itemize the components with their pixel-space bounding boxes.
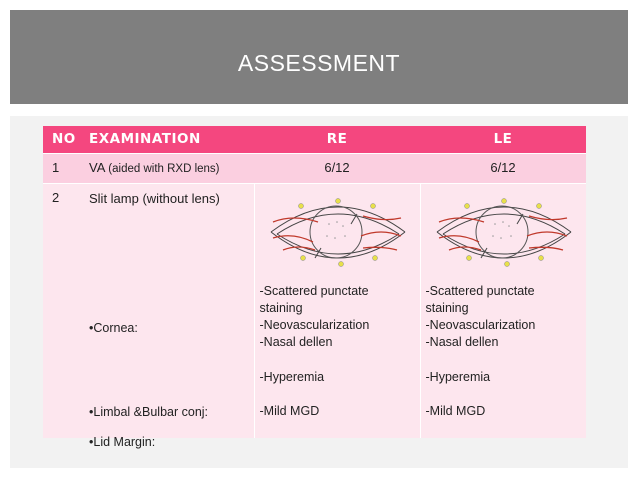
eye-sketch-le-icon bbox=[436, 198, 571, 267]
table-row: 2 Slit lamp (without lens) •Cornea: •Lim… bbox=[43, 183, 586, 449]
le-cornea-findings: -Scattered punctate staining -Neovascula… bbox=[426, 283, 536, 351]
le-cornea-line: -Neovascularization bbox=[425, 318, 536, 332]
row1-le: 6/12 bbox=[420, 153, 586, 184]
row2-exam-main: Slit lamp (without lens) bbox=[89, 191, 220, 206]
row1-exam-main: VA bbox=[89, 160, 105, 175]
assessment-table: NO EXAMINATION RE LE 1 VA (aided with RX… bbox=[43, 126, 586, 449]
header-no: NO bbox=[43, 126, 85, 154]
header-le: LE bbox=[420, 126, 586, 154]
table-row: 1 VA (aided with RXD lens) 6/12 6/12 bbox=[43, 153, 586, 184]
eye-sketch-re-icon bbox=[270, 198, 405, 267]
re-cornea-line: -Scattered punctate bbox=[259, 284, 369, 298]
row1-exam: VA (aided with RXD lens) bbox=[85, 153, 254, 184]
row1-exam-note: (aided with RXD lens) bbox=[108, 163, 220, 175]
re-conj-finding: -Hyperemia bbox=[259, 370, 325, 384]
header-re: RE bbox=[254, 126, 420, 154]
re-lid-finding: -Mild MGD bbox=[259, 404, 320, 418]
re-cornea-line: -Nasal dellen bbox=[259, 335, 333, 349]
re-cornea-findings: -Scattered punctate staining -Neovascula… bbox=[260, 283, 370, 351]
row2-re-cell: -Scattered punctate staining -Neovascula… bbox=[253, 183, 420, 438]
row1-re: 6/12 bbox=[254, 153, 420, 184]
le-cornea-line: -Scattered punctate bbox=[425, 284, 535, 298]
le-cornea-line: staining bbox=[425, 301, 469, 315]
le-lid-finding: -Mild MGD bbox=[425, 404, 486, 418]
bullet-lid: •Lid Margin: bbox=[89, 435, 156, 449]
title-bar bbox=[10, 10, 628, 104]
bullet-limbal: •Limbal &Bulbar conj: bbox=[89, 405, 209, 419]
re-cornea-line: -Neovascularization bbox=[259, 318, 370, 332]
table-header-row: NO EXAMINATION RE LE bbox=[43, 126, 586, 154]
header-examination: EXAMINATION bbox=[85, 126, 254, 154]
row1-no: 1 bbox=[43, 153, 85, 184]
slide-title: ASSESSMENT bbox=[237, 50, 401, 76]
row2-no-cell: 2 bbox=[43, 183, 85, 438]
row2-exam-cell: Slit lamp (without lens) •Cornea: •Limba… bbox=[85, 183, 254, 449]
le-conj-finding: -Hyperemia bbox=[425, 370, 491, 384]
bullet-cornea: •Cornea: bbox=[89, 321, 138, 335]
row2-le-cell: -Scattered punctate staining -Neovascula… bbox=[419, 183, 586, 438]
row2-no: 2 bbox=[52, 190, 60, 205]
le-cornea-line: -Nasal dellen bbox=[425, 335, 499, 349]
re-cornea-line: staining bbox=[259, 301, 303, 315]
